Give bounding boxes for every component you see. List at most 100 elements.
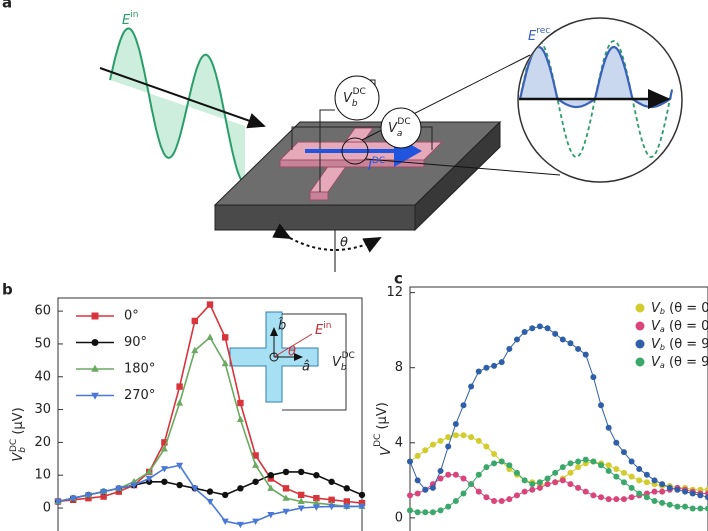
data-point: [613, 496, 620, 503]
data-point: [491, 362, 498, 369]
data-point: [620, 496, 627, 503]
data-point: [176, 481, 183, 489]
data-point: [544, 325, 551, 332]
wire: [291, 126, 433, 150]
data-point: [252, 478, 259, 485]
data-point: [358, 491, 366, 499]
panel-letter: a: [2, 0, 12, 12]
vb-label: VbDC: [343, 87, 366, 109]
incident-wave: [99, 27, 266, 185]
data-point: [161, 439, 168, 446]
data-point: [491, 451, 498, 458]
data-point: [605, 467, 612, 474]
current-label: IDC: [368, 156, 385, 174]
inset-label: VbDC: [332, 351, 355, 373]
data-point: [628, 473, 635, 480]
data-point: [575, 484, 582, 491]
data-point: [445, 503, 452, 510]
data-point: [620, 479, 627, 486]
data-point: [689, 505, 696, 512]
legend-marker: [91, 392, 99, 400]
data-point: [674, 486, 681, 493]
data-point: [613, 466, 620, 473]
data-point: [237, 399, 244, 407]
data-point: [521, 488, 528, 495]
wave-fill: [110, 28, 245, 184]
data-point: [598, 462, 605, 469]
data-point: [659, 488, 666, 495]
data-point: [705, 505, 708, 512]
data-point: [529, 481, 536, 488]
panel-letter: b: [2, 281, 13, 299]
data-point: [407, 492, 413, 499]
data-point: [605, 424, 612, 431]
data-point: [445, 443, 452, 450]
propagation-arrow: [99, 67, 266, 129]
data-point: [575, 345, 582, 352]
data-point: [437, 507, 444, 514]
rotation-arrow: [272, 223, 382, 253]
legend-label: Vb (θ = 90°): [651, 337, 708, 352]
data-point: [328, 496, 335, 504]
data-point: [160, 466, 168, 473]
data-point: [567, 481, 574, 488]
data-point: [697, 492, 704, 499]
y-tick-label: 4: [395, 435, 403, 450]
data-point: [100, 489, 108, 496]
data-point: [468, 383, 475, 390]
data-point: [666, 484, 673, 491]
substrate-front: [214, 204, 416, 231]
zoom-line: [365, 158, 561, 176]
data-point: [452, 471, 459, 478]
data-point: [590, 492, 597, 499]
data-point: [343, 498, 350, 505]
y-axis-label: VbDC (μV): [9, 407, 28, 461]
data-point: [297, 497, 305, 505]
panel-letter: c: [394, 270, 403, 288]
data-point: [206, 301, 214, 308]
data-point: [506, 462, 513, 469]
legend-label: 0°: [124, 309, 139, 324]
data-point: [552, 330, 559, 337]
data-point: [437, 437, 444, 444]
data-point: [483, 494, 490, 501]
data-point: [282, 485, 290, 492]
data-point: [529, 325, 536, 332]
data-point: [582, 456, 589, 463]
data-point: [252, 518, 260, 525]
data-point: [145, 468, 153, 475]
inset-label: â: [302, 360, 310, 375]
data-point: [312, 499, 320, 506]
data-point: [468, 434, 475, 441]
inset-field: [273, 333, 313, 358]
inset-label: b̂: [278, 318, 286, 333]
data-point: [567, 340, 574, 347]
data-point: [222, 334, 229, 341]
legend-label-part: (θ = 90°): [665, 337, 708, 352]
data-point: [252, 452, 259, 459]
data-point: [237, 485, 244, 492]
y-tick-label: 0: [43, 501, 51, 516]
data-point: [130, 482, 138, 489]
data-point: [298, 491, 305, 499]
data-point: [429, 509, 436, 516]
data-point: [206, 488, 214, 495]
y-axis-label: VDC (μV): [373, 402, 394, 456]
legend-label-part: V: [651, 301, 661, 316]
rectified-line: [519, 45, 674, 109]
data-point: [605, 462, 612, 469]
data-point: [483, 464, 490, 471]
legend-label: 90°: [124, 335, 147, 350]
data-point: [54, 498, 62, 506]
data-point: [491, 497, 498, 504]
data-point: [590, 374, 597, 381]
y-tick-label: 30: [34, 402, 51, 417]
legend-label-part: V: [651, 337, 661, 352]
data-point: [498, 458, 505, 465]
data-point: [160, 445, 168, 452]
data-point: [115, 485, 123, 493]
data-point: [475, 437, 482, 444]
theta-label: θ: [340, 236, 348, 251]
data-point: [328, 503, 336, 511]
